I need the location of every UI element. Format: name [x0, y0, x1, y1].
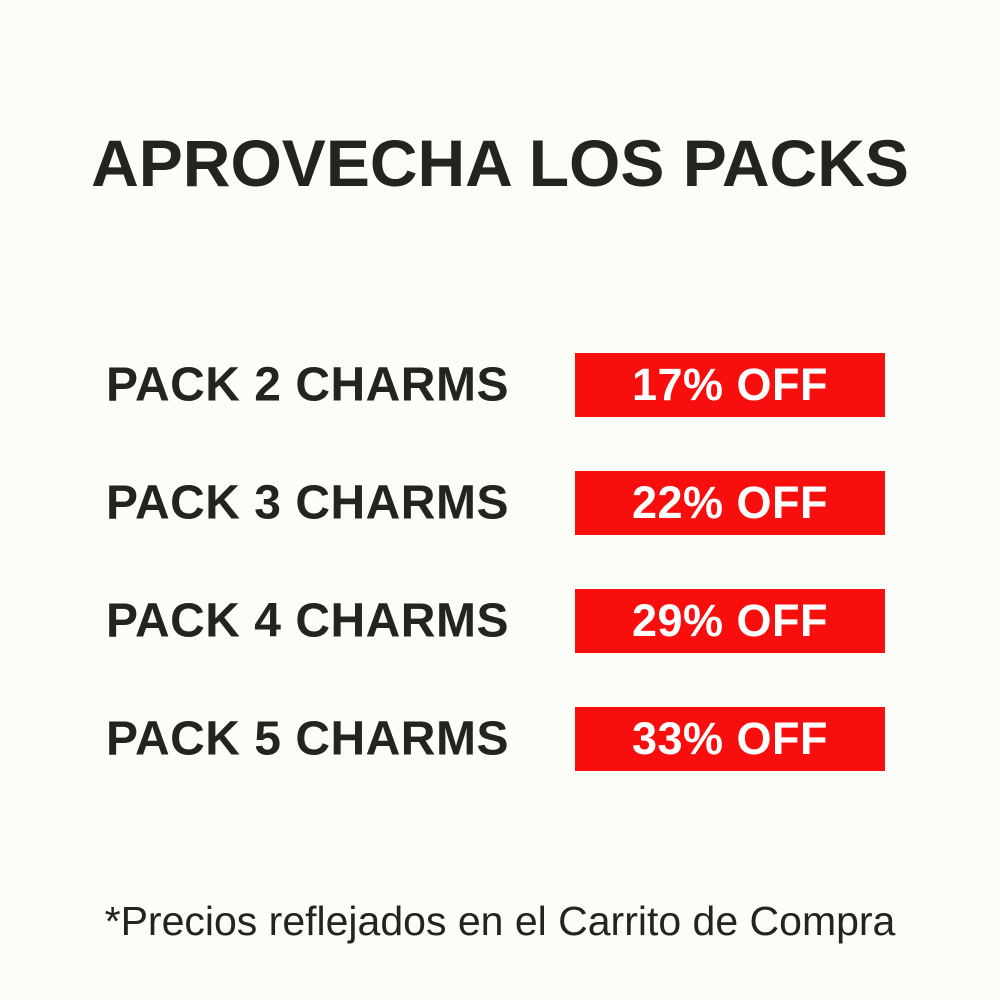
discount-badge: 17% OFF [575, 353, 885, 417]
discount-badge: 22% OFF [575, 471, 885, 535]
pack-row: PACK 2 CHARMS 17% OFF [0, 353, 1000, 417]
footnote: *Precios reflejados en el Carrito de Com… [104, 898, 896, 944]
pack-label: PACK 5 CHARMS [106, 712, 509, 766]
pack-label: PACK 4 CHARMS [106, 594, 509, 648]
pack-row: PACK 5 CHARMS 33% OFF [0, 707, 1000, 771]
pack-row: PACK 4 CHARMS 29% OFF [0, 589, 1000, 653]
discount-badge: 29% OFF [575, 589, 885, 653]
pack-list: PACK 2 CHARMS 17% OFF PACK 3 CHARMS 22% … [0, 353, 1000, 771]
page-title: APROVECHA LOS PACKS [91, 126, 909, 200]
pack-label: PACK 2 CHARMS [106, 358, 509, 412]
pack-row: PACK 3 CHARMS 22% OFF [0, 471, 1000, 535]
pack-label: PACK 3 CHARMS [106, 476, 509, 530]
discount-badge: 33% OFF [575, 707, 885, 771]
